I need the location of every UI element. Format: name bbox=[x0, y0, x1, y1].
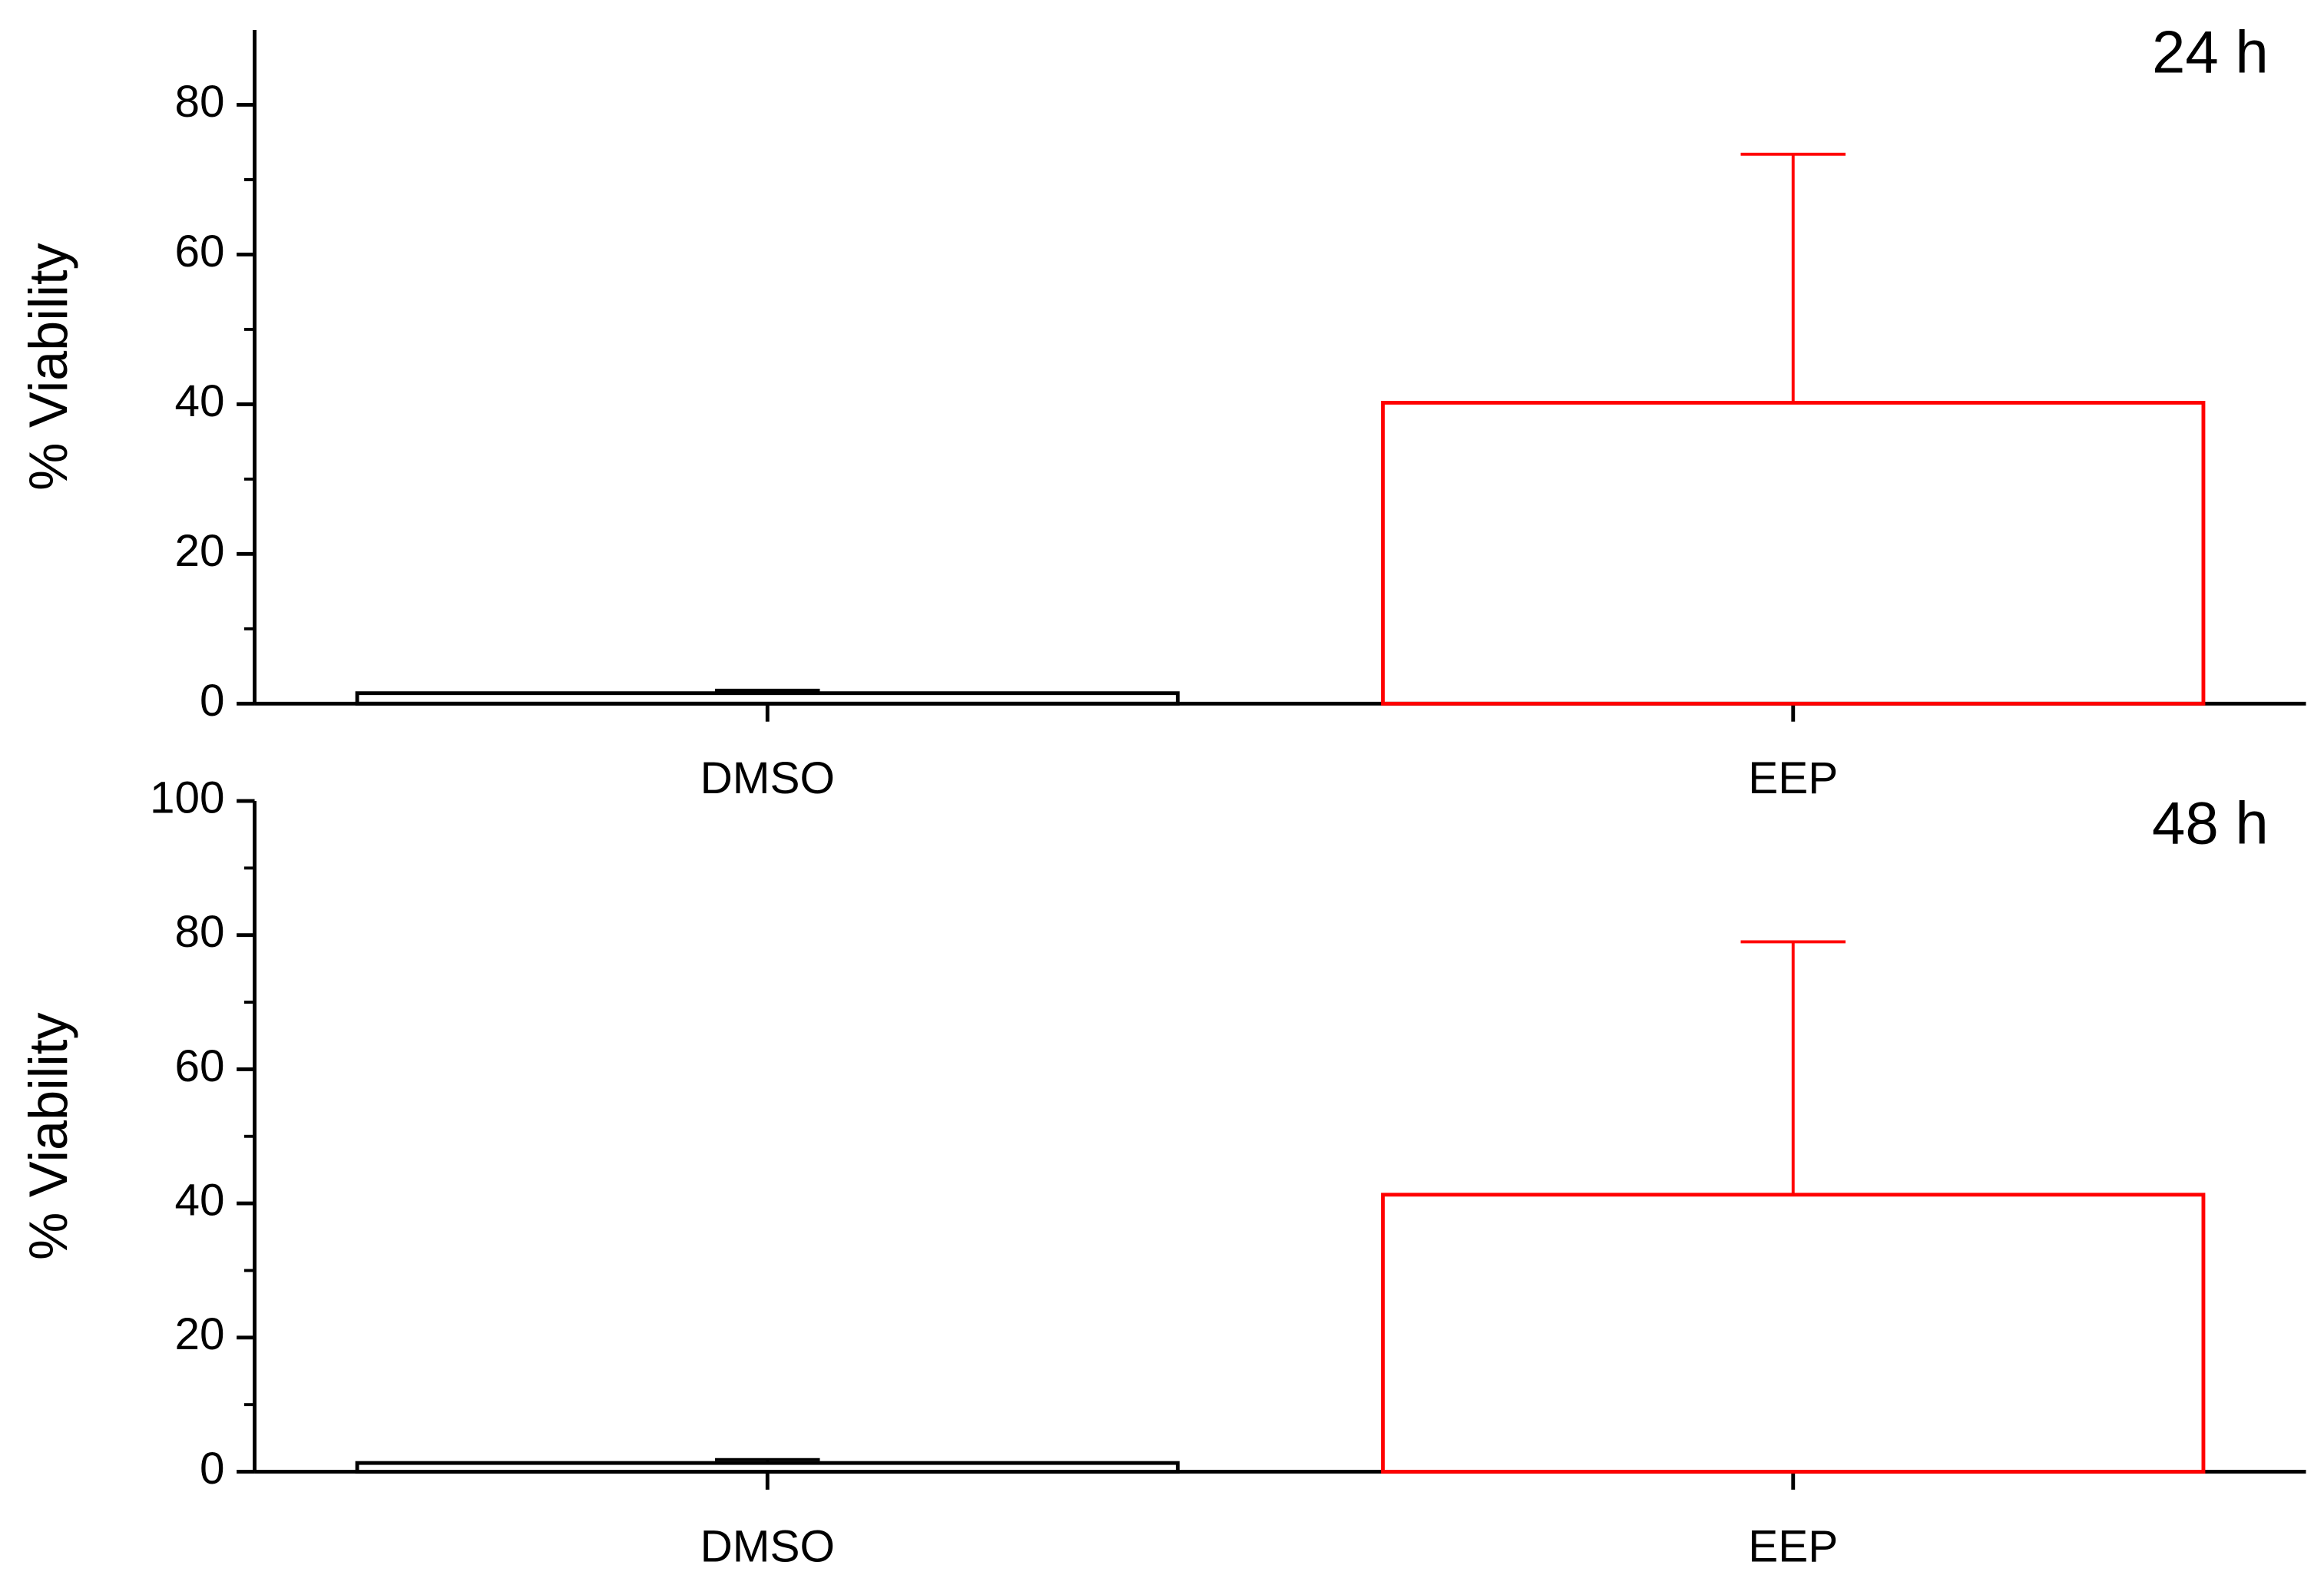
annotation: 24 h bbox=[2152, 18, 2269, 86]
y-tick-label: 0 bbox=[200, 676, 225, 726]
y-axis-label: % Viability bbox=[18, 1013, 78, 1260]
x-tick-label: DMSO bbox=[700, 1521, 835, 1571]
bar bbox=[1381, 401, 2206, 706]
x-tick-label: EEP bbox=[1748, 1521, 1838, 1571]
y-tick-label: 0 bbox=[200, 1444, 225, 1494]
bar bbox=[355, 1461, 1180, 1474]
y-axis-label: % Viability bbox=[18, 243, 78, 490]
x-tick-label: DMSO bbox=[700, 753, 835, 803]
y-tick-label: 40 bbox=[174, 376, 224, 426]
annotation: 48 h bbox=[2152, 789, 2269, 857]
y-tick-label: 20 bbox=[174, 1309, 224, 1359]
y-tick-label: 80 bbox=[174, 907, 224, 957]
y-tick-label: 60 bbox=[174, 1041, 224, 1091]
y-tick-label: 40 bbox=[174, 1176, 224, 1226]
bar bbox=[1381, 1193, 2206, 1474]
y-tick-label: 60 bbox=[174, 227, 224, 276]
y-tick-label: 100 bbox=[150, 773, 225, 822]
y-tick-label: 20 bbox=[174, 526, 224, 576]
x-tick-label: EEP bbox=[1748, 753, 1838, 803]
y-tick-label: 80 bbox=[174, 77, 224, 127]
bar bbox=[355, 691, 1180, 706]
